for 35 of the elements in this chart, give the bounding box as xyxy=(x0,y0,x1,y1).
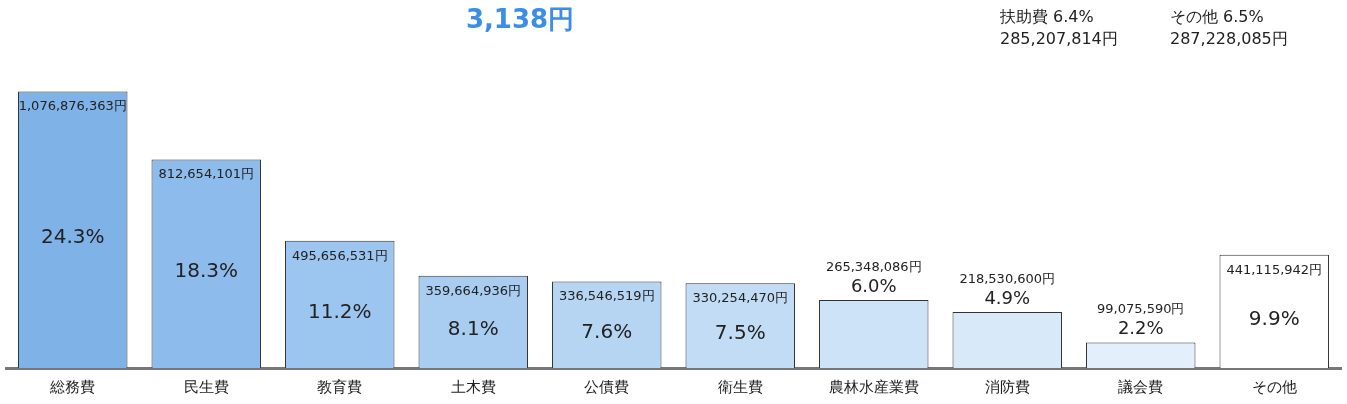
data-label: 218,530,600円 xyxy=(959,270,1056,286)
text: その他 6.5% xyxy=(1170,7,1264,27)
annotation: 9.9% xyxy=(1248,305,1300,330)
x-tick-label: 教育費 xyxy=(317,377,363,396)
annotation: 8.1% xyxy=(447,316,499,341)
data-label: 330,254,470円 xyxy=(692,290,789,306)
text: 3,138円 xyxy=(465,3,575,34)
x-tick-label: 衛生費 xyxy=(717,377,763,396)
data-label: 359,664,936円 xyxy=(425,282,522,298)
x-tick-label: その他 xyxy=(1251,377,1297,396)
text: 287,228,085円 xyxy=(1170,29,1288,49)
x-tick-label: 総務費 xyxy=(49,377,96,396)
x-tick-label: 農林水産業費 xyxy=(828,377,919,396)
data-label: 495,656,531円 xyxy=(291,247,388,263)
text: 扶助費 6.4% xyxy=(999,7,1094,27)
annotation: 4.9% xyxy=(984,286,1031,308)
annotation: 2.2% xyxy=(1117,317,1164,339)
x-tick-label: 民生費 xyxy=(183,377,229,396)
text: 285,207,814円 xyxy=(1000,29,1118,49)
data-label: 441,115,942円 xyxy=(1226,261,1323,277)
annotation: 7.5% xyxy=(714,319,766,344)
x-tick-label: 消防費 xyxy=(984,377,1030,396)
data-label: 336,546,519円 xyxy=(558,288,655,304)
data-label: 99,075,590円 xyxy=(1097,301,1185,317)
annotation: 18.3% xyxy=(174,257,239,282)
annotation: 24.3% xyxy=(40,224,105,248)
data-label: 1,076,876,363円 xyxy=(18,98,127,114)
annotation: 7.6% xyxy=(581,319,633,344)
data-label: 265,348,086円 xyxy=(825,258,922,274)
x-tick-label: 議会費 xyxy=(1118,377,1164,396)
data-label: 812,654,101円 xyxy=(158,166,255,182)
annotation: 6.0% xyxy=(850,274,897,296)
x-tick-label: 公債費 xyxy=(584,377,630,396)
annotation: 11.2% xyxy=(307,298,372,323)
x-tick-label: 土木費 xyxy=(450,377,496,396)
